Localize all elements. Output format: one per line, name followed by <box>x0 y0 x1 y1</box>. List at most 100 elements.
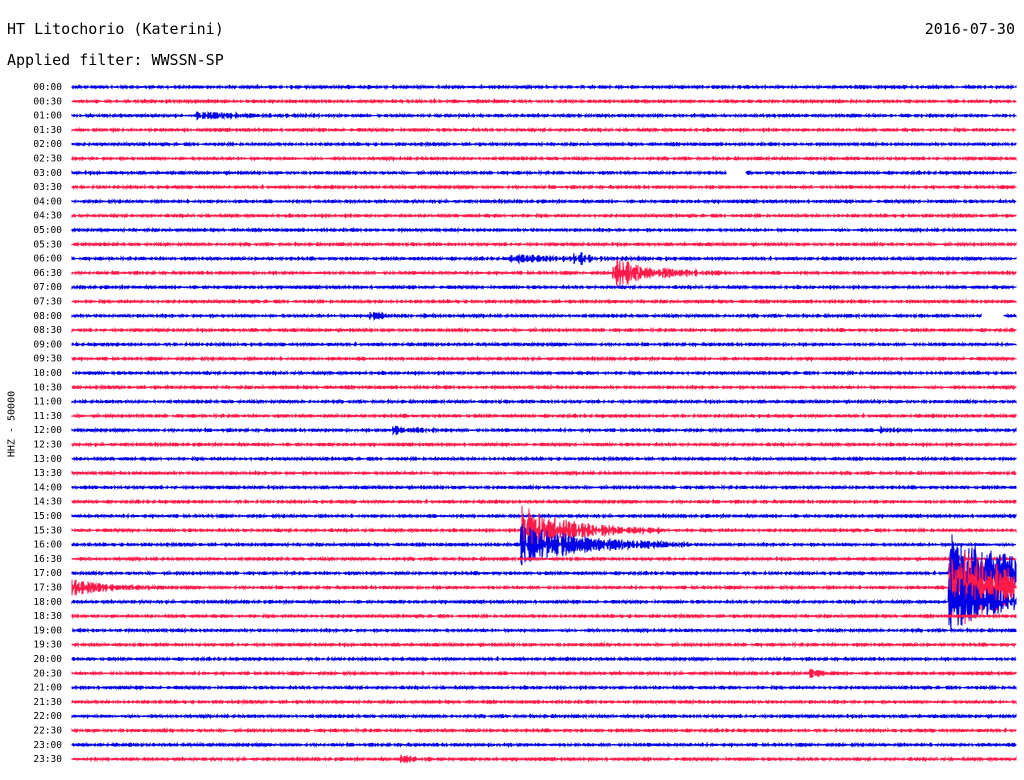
trace-row-1730 <box>71 551 1017 624</box>
trace-row-0900 <box>71 340 1017 348</box>
trace-row-0330 <box>71 183 1017 191</box>
tick-label-1300: 13:00 <box>33 454 62 465</box>
trace-row-2200 <box>71 712 1017 720</box>
tick-label-2300: 23:00 <box>33 740 62 751</box>
trace-row-0200 <box>71 140 1017 148</box>
trace-row-2230 <box>71 727 1017 734</box>
trace-row-1900 <box>71 626 1017 634</box>
trace-row-0030 <box>71 97 1017 105</box>
trace-row-0130 <box>71 126 1017 134</box>
trace-row-1700 <box>71 534 1017 613</box>
tick-label-1730: 17:30 <box>33 583 62 594</box>
tick-label-2030: 20:30 <box>33 668 62 679</box>
tick-label-2100: 21:00 <box>33 683 62 694</box>
trace-row-0600 <box>71 252 1017 266</box>
tick-label-0830: 08:30 <box>33 325 62 336</box>
filter-label: Applied filter: WWSSN-SP <box>7 51 224 69</box>
trace-row-2000 <box>71 655 1017 663</box>
tick-label-0930: 09:30 <box>33 354 62 365</box>
trace-row-1000 <box>71 369 1017 377</box>
tick-label-1200: 12:00 <box>33 425 62 436</box>
trace-row-1930 <box>71 641 1017 649</box>
trace-row-1230 <box>71 441 1017 449</box>
tick-label-1400: 14:00 <box>33 482 62 493</box>
tick-label-1500: 15:00 <box>33 511 62 522</box>
tick-label-1000: 10:00 <box>33 368 62 379</box>
tick-label-0230: 02:30 <box>33 154 62 165</box>
trace-row-2100 <box>71 684 1017 692</box>
tick-label-1430: 14:30 <box>33 497 62 508</box>
trace-row-0730 <box>71 298 1017 305</box>
trace-row-0230 <box>71 155 1017 162</box>
tick-label-1800: 18:00 <box>33 597 62 608</box>
tick-label-0900: 09:00 <box>33 339 62 350</box>
tick-label-0630: 06:30 <box>33 268 62 279</box>
tick-label-2130: 21:30 <box>33 697 62 708</box>
tick-label-1930: 19:30 <box>33 640 62 651</box>
tick-label-0730: 07:30 <box>33 297 62 308</box>
trace-row-0930 <box>71 355 1017 363</box>
tick-label-1600: 16:00 <box>33 540 62 551</box>
tick-label-1130: 11:30 <box>33 411 62 422</box>
trace-row-0830 <box>71 326 1017 334</box>
tick-label-1900: 19:00 <box>33 625 62 636</box>
tick-label-0800: 08:00 <box>33 311 62 322</box>
date-label: 2016-07-30 <box>924 20 1015 38</box>
trace-row-1030 <box>71 383 1017 391</box>
trace-row-1100 <box>71 398 1017 405</box>
tick-label-1700: 17:00 <box>33 568 62 579</box>
trace-row-2300 <box>71 741 1017 749</box>
tick-label-1630: 16:30 <box>33 554 62 565</box>
tick-label-0500: 05:00 <box>33 225 62 236</box>
trace-row-0500 <box>71 226 1017 234</box>
tick-label-1030: 10:30 <box>33 382 62 393</box>
trace-row-0400 <box>71 197 1017 205</box>
trace-row-0630 <box>71 259 1017 287</box>
tick-label-0200: 02:00 <box>33 139 62 150</box>
trace-row-1330 <box>71 469 1017 477</box>
trace-row-0700 <box>71 283 1017 291</box>
trace-row-0300 <box>71 169 1017 177</box>
tick-label-0400: 04:00 <box>33 196 62 207</box>
tick-label-0700: 07:00 <box>33 282 62 293</box>
tick-label-0300: 03:00 <box>33 168 62 179</box>
tick-label-2000: 20:00 <box>33 654 62 665</box>
tick-label-0130: 01:30 <box>33 125 62 136</box>
tick-label-0000: 00:00 <box>33 82 62 93</box>
trace-row-1630 <box>71 555 1017 563</box>
trace-row-0000 <box>71 83 1017 91</box>
trace-row-1500 <box>71 512 1017 520</box>
tick-label-2230: 22:30 <box>33 726 62 737</box>
tick-label-1830: 18:30 <box>33 611 62 622</box>
trace-row-1530 <box>71 505 1017 555</box>
tick-label-0530: 05:30 <box>33 239 62 250</box>
trace-row-1400 <box>71 483 1017 491</box>
trace-row-2130 <box>71 698 1017 706</box>
tick-label-0330: 03:30 <box>33 182 62 193</box>
tick-label-0430: 04:30 <box>33 211 62 222</box>
station-title: HT Litochorio (Katerini) <box>7 20 224 38</box>
tick-label-1100: 11:00 <box>33 397 62 408</box>
tick-label-0100: 01:00 <box>33 111 62 122</box>
trace-row-0800 <box>71 311 1017 321</box>
trace-row-1430 <box>71 498 1017 506</box>
trace-row-2330 <box>71 753 1017 765</box>
tick-label-2200: 22:00 <box>33 711 62 722</box>
trace-row-1600 <box>71 523 1017 566</box>
trace-row-1130 <box>71 412 1017 420</box>
tick-label-0600: 06:00 <box>33 254 62 265</box>
tick-label-1230: 12:30 <box>33 440 62 451</box>
tick-label-2330: 23:30 <box>33 754 62 765</box>
tick-label-1330: 13:30 <box>33 468 62 479</box>
trace-row-1200 <box>71 425 1017 436</box>
trace-row-1830 <box>71 612 1017 620</box>
trace-row-0430 <box>71 212 1017 220</box>
trace-row-1800 <box>71 573 1017 631</box>
tick-label-0030: 00:30 <box>33 96 62 107</box>
tick-label-1530: 15:30 <box>33 525 62 536</box>
trace-row-0100 <box>71 110 1017 121</box>
trace-row-2030 <box>71 668 1017 679</box>
trace-row-1300 <box>71 455 1017 463</box>
trace-row-0530 <box>71 240 1017 248</box>
